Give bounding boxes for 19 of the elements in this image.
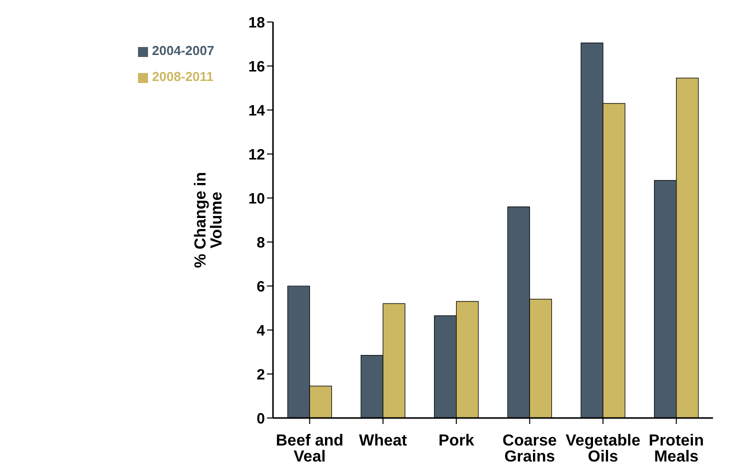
y-tick-label: 2 bbox=[256, 366, 265, 384]
legend-label: 2008-2011 bbox=[152, 69, 214, 84]
x-tick-label: Pork bbox=[438, 432, 474, 450]
y-tick-label: 4 bbox=[256, 322, 266, 340]
y-tick-label: 10 bbox=[248, 190, 265, 208]
y-axis-title: % Change in Volume bbox=[192, 172, 226, 268]
y-tick-label: 18 bbox=[248, 14, 265, 32]
y-tick-label: 16 bbox=[248, 58, 265, 76]
y-tick-label: 6 bbox=[256, 278, 265, 296]
legend-label: 2004-2007 bbox=[152, 43, 214, 58]
x-tick-label: Beef and Veal bbox=[276, 432, 344, 466]
x-tick-label: Protein Meals bbox=[648, 432, 704, 466]
y-tick-label: 0 bbox=[256, 410, 265, 428]
y-tick-label: 14 bbox=[248, 102, 266, 120]
y-tick-label: 8 bbox=[256, 234, 265, 252]
x-tick-label: Vegetable Oils bbox=[566, 432, 640, 466]
y-tick-label: 12 bbox=[248, 146, 265, 164]
x-tick-label: Wheat bbox=[359, 432, 408, 450]
x-tick-label: Coarse Grains bbox=[502, 432, 557, 466]
